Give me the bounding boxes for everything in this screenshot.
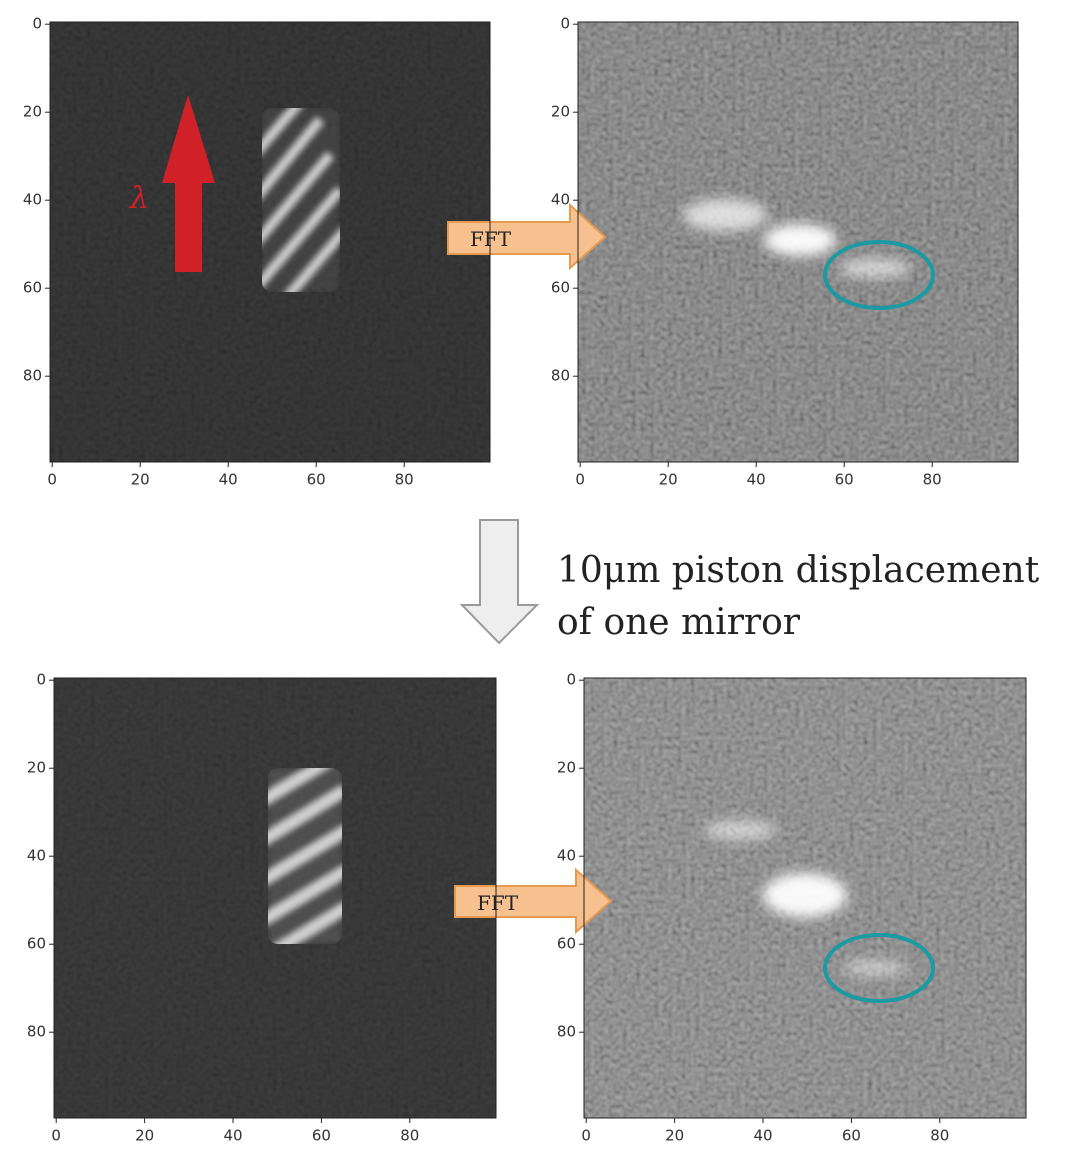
x-tick-label: 40 — [223, 1127, 242, 1145]
x-tick-label: 60 — [312, 1127, 331, 1145]
x-tick-label: 80 — [930, 1127, 949, 1145]
caption: 10μm piston displacement — [557, 550, 1040, 591]
x-tick-label: 40 — [753, 1127, 772, 1145]
y-tick-label: 80 — [27, 1023, 46, 1041]
x-tick-label: 80 — [400, 1127, 419, 1145]
y-tick-label: 20 — [27, 759, 46, 777]
y-tick-label: 20 — [23, 103, 42, 121]
x-tick-label: 60 — [307, 471, 326, 489]
y-tick-label: 20 — [551, 103, 570, 121]
x-tick-label: 0 — [581, 1127, 591, 1145]
y-tick-label: 60 — [23, 279, 42, 297]
x-tick-label: 80 — [923, 471, 942, 489]
fft-label: FFT — [470, 227, 512, 251]
x-tick-label: 0 — [575, 471, 585, 489]
y-tick-label: 40 — [557, 847, 576, 865]
y-tick-label: 80 — [23, 367, 42, 385]
x-tick-label: 20 — [659, 471, 678, 489]
fft-image — [578, 22, 1018, 462]
fft-image — [584, 678, 1026, 1118]
x-tick-label: 0 — [51, 1127, 61, 1145]
camera-image — [50, 22, 490, 462]
x-tick-label: 40 — [219, 471, 238, 489]
y-tick-label: 0 — [32, 15, 42, 33]
y-tick-label: 0 — [36, 671, 46, 689]
x-tick-label: 60 — [842, 1127, 861, 1145]
x-tick-label: 40 — [747, 471, 766, 489]
y-tick-label: 60 — [557, 935, 576, 953]
y-tick-label: 40 — [23, 191, 42, 209]
y-tick-label: 40 — [551, 191, 570, 209]
y-tick-label: 0 — [566, 671, 576, 689]
y-tick-label: 60 — [27, 935, 46, 953]
y-tick-label: 20 — [557, 759, 576, 777]
caption: of one mirror — [557, 602, 801, 643]
x-tick-label: 20 — [131, 471, 150, 489]
x-tick-label: 20 — [665, 1127, 684, 1145]
figure: λ FFT — [0, 0, 1089, 1150]
wavelength-label: λ — [129, 181, 149, 216]
y-tick-label: 60 — [551, 279, 570, 297]
x-tick-label: 0 — [47, 471, 57, 489]
camera-image — [54, 678, 496, 1118]
y-tick-label: 0 — [560, 15, 570, 33]
y-tick-label: 80 — [557, 1023, 576, 1041]
fft-label: FFT — [477, 891, 519, 915]
y-tick-label: 40 — [27, 847, 46, 865]
transition-arrow — [462, 520, 537, 643]
x-tick-label: 80 — [395, 471, 414, 489]
y-tick-label: 80 — [551, 367, 570, 385]
x-tick-label: 20 — [135, 1127, 154, 1145]
x-tick-label: 60 — [835, 471, 854, 489]
